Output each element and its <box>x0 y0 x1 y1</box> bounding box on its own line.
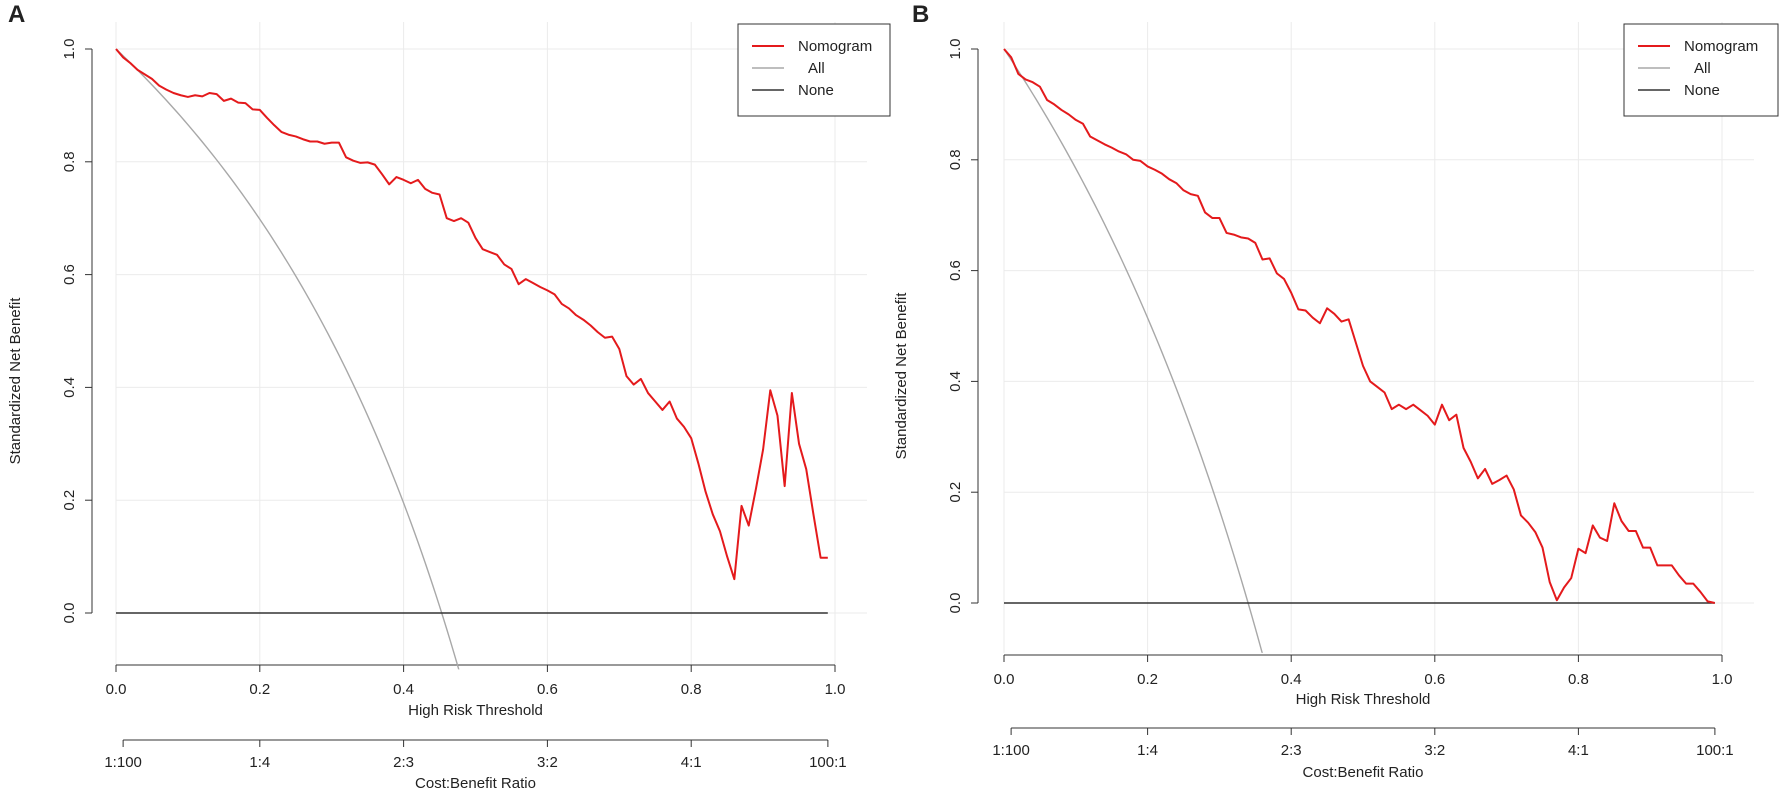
x-axis-title: High Risk Threshold <box>1296 691 1431 708</box>
legend-box <box>737 23 891 117</box>
x-tick-label: 0.2 <box>1137 671 1158 688</box>
secondary-tick-label: 100:1 <box>809 754 847 771</box>
y-tick-label: 0.8 <box>947 149 964 170</box>
secondary-tick-label: 4:1 <box>1568 742 1589 759</box>
y-tick-label: 1.0 <box>947 39 964 60</box>
legend: Nomogram All None <box>737 23 891 117</box>
secondary-axis-title: Cost:Benefit Ratio <box>415 775 536 792</box>
y-tick-label: 0.2 <box>61 490 78 511</box>
panel-b: B 0.0 0.2 0.4 0.6 0.8 1.0 Standardized Net Bene… <box>893 1 1779 781</box>
x-tick-label: 1.0 <box>825 681 846 698</box>
panel-a: A 0.0 0.2 0.4 0.6 0.8 1.0 Standardized Net Bene… <box>7 1 891 792</box>
secondary-tick-label: 1:4 <box>249 754 270 771</box>
x-tick-label: 0.0 <box>994 671 1015 688</box>
series-all-line <box>1003 48 1263 653</box>
x-tick-label: 0.2 <box>249 681 270 698</box>
secondary-tick-label: 2:3 <box>393 754 414 771</box>
legend-entry-nomogram-label: Nomogram <box>798 38 872 55</box>
y-tick-label: 0.0 <box>61 603 78 624</box>
secondary-axis-title: Cost:Benefit Ratio <box>1303 764 1424 781</box>
x-tick-label: 0.6 <box>1424 671 1445 688</box>
series-nomogram-line <box>115 48 828 581</box>
legend-entry-none-label: None <box>1684 82 1720 99</box>
y-tick-label: 0.2 <box>947 482 964 503</box>
panel-label: A <box>8 1 25 28</box>
y-tick-label: 1.0 <box>61 39 78 60</box>
y-tick-label: 0.6 <box>61 264 78 285</box>
panel-label: B <box>912 1 929 28</box>
x-axis-title: High Risk Threshold <box>408 702 543 719</box>
x-tick-label: 0.6 <box>537 681 558 698</box>
series-nomogram-line <box>1003 48 1716 604</box>
secondary-tick-label: 3:2 <box>537 754 558 771</box>
secondary-tick-label: 1:100 <box>104 754 142 771</box>
y-tick-label: 0.4 <box>947 371 964 392</box>
y-axis-title: Standardized Net Benefit <box>893 292 910 460</box>
legend-entry-nomogram-label: Nomogram <box>1684 38 1758 55</box>
legend-entry-none-label: None <box>798 82 834 99</box>
x-tick-label: 0.0 <box>106 681 127 698</box>
legend-entry-all-label: All <box>1694 60 1711 77</box>
secondary-tick-label: 4:1 <box>681 754 702 771</box>
x-tick-label: 0.8 <box>681 681 702 698</box>
legend-entry-all-label: All <box>808 60 825 77</box>
legend: Nomogram All None <box>1623 23 1779 117</box>
secondary-tick-label: 3:2 <box>1424 742 1445 759</box>
series-all-line <box>115 48 460 670</box>
x-tick-label: 0.4 <box>1281 671 1302 688</box>
y-tick-label: 0.8 <box>61 151 78 172</box>
y-tick-label: 0.0 <box>947 593 964 614</box>
secondary-tick-label: 100:1 <box>1696 742 1734 759</box>
y-tick-label: 0.6 <box>947 260 964 281</box>
secondary-tick-label: 1:4 <box>1137 742 1158 759</box>
secondary-tick-label: 1:100 <box>992 742 1030 759</box>
x-tick-label: 0.4 <box>393 681 414 698</box>
legend-box <box>1623 23 1779 117</box>
x-tick-label: 0.8 <box>1568 671 1589 688</box>
y-tick-label: 0.4 <box>61 377 78 398</box>
x-tick-label: 1.0 <box>1712 671 1733 688</box>
y-axis-title: Standardized Net Benefit <box>7 297 24 465</box>
secondary-tick-label: 2:3 <box>1281 742 1302 759</box>
